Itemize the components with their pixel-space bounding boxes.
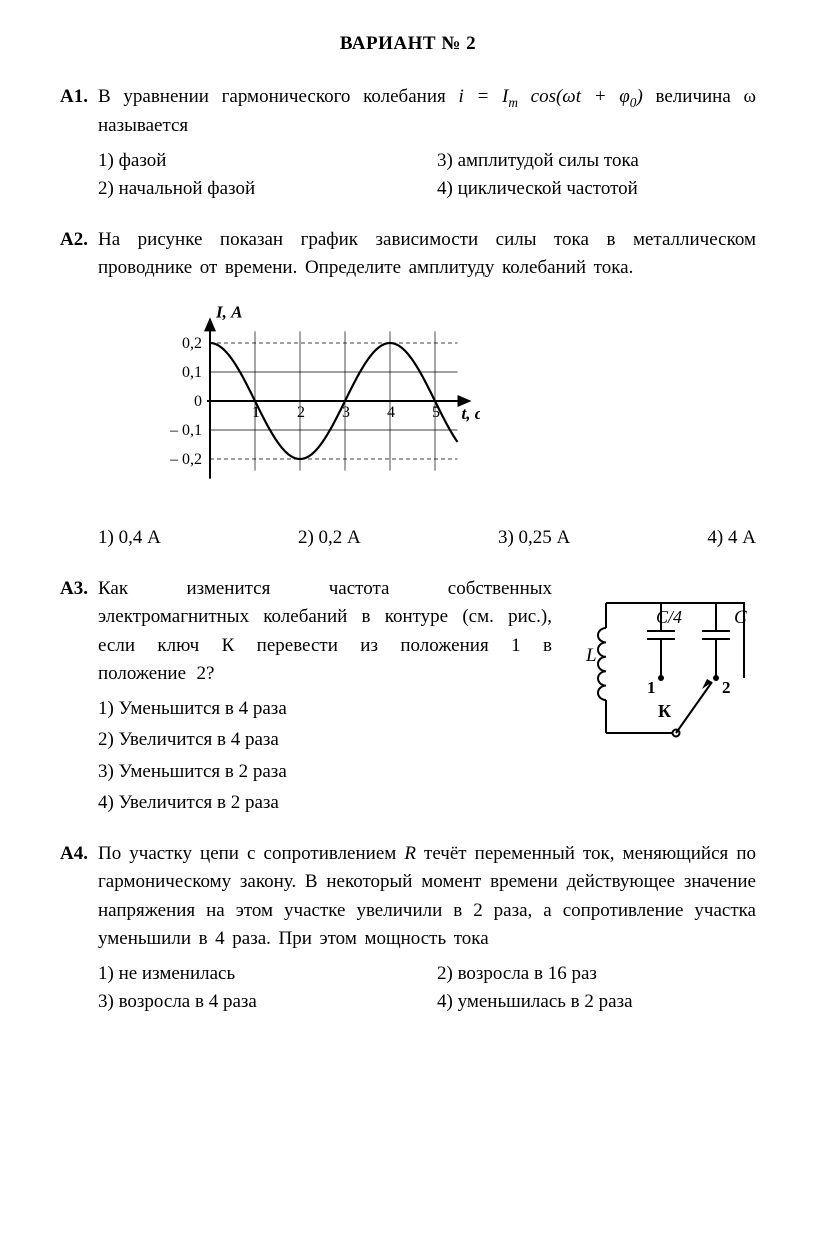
page-title: ВАРИАНТ № 2 (60, 30, 756, 59)
question-a1: А1. В уравнении гармонического колебания… (60, 83, 756, 204)
q3-num: А3. (60, 575, 98, 604)
svg-text:– 0,2: – 0,2 (169, 451, 202, 468)
q2-opt3: 3) 0,25 А (498, 524, 570, 553)
q1-opt2: 2) начальной фазой (98, 175, 417, 204)
svg-text:t, с: t, с (462, 404, 481, 423)
q4-opt3: 3) возросла в 4 раза (98, 988, 417, 1017)
svg-text:0,2: 0,2 (182, 335, 202, 352)
q2-opt4: 4) 4 А (707, 524, 756, 553)
q3-opt4: 4) Увеличится в 2 раза (98, 789, 552, 818)
svg-text:2: 2 (297, 404, 305, 421)
svg-text:1: 1 (647, 678, 656, 697)
q4-opt2: 2) возросла в 16 раз (437, 960, 756, 989)
q2-text: На рисунке показан график зависимости си… (98, 226, 756, 283)
q2-graph: 0,20,10– 0,1– 0,212345I, Аt, с (140, 301, 756, 511)
q1-opt4: 4) циклической частотой (437, 175, 756, 204)
svg-text:0: 0 (194, 393, 202, 410)
sine-graph: 0,20,10– 0,1– 0,212345I, Аt, с (140, 301, 480, 501)
q3-options: 1) Уменьшится в 4 раза 2) Увеличится в 4… (98, 695, 552, 818)
svg-text:I, А: I, А (215, 302, 242, 321)
svg-text:2: 2 (722, 678, 731, 697)
q3-opt2: 2) Увеличится в 4 раза (98, 726, 552, 755)
question-a3: А3. Как изменится частота собственных эл… (60, 575, 756, 818)
svg-text:К: К (658, 701, 671, 721)
q3-opt3: 3) Уменьшится в 2 раза (98, 758, 552, 787)
q2-opt2: 2) 0,2 А (298, 524, 361, 553)
q1-formula: i = Im cos(ωt + φ0) (458, 86, 642, 107)
q4-R: R (404, 843, 416, 864)
q4-num: А4. (60, 840, 98, 869)
q4-opt1: 1) не изменилась (98, 960, 417, 989)
svg-text:4: 4 (387, 404, 395, 421)
q1-opt3: 3) амплитудой силы тока (437, 147, 756, 176)
q2-options: 1) 0,4 А 2) 0,2 А 3) 0,25 А 4) 4 А (98, 524, 756, 553)
q4-text: По участку цепи с сопротивлением R течёт… (98, 840, 756, 954)
q2-opt1: 1) 0,4 А (98, 524, 161, 553)
q4-text-pre: По участку цепи с сопротивлением (98, 843, 404, 864)
q1-text-pre: В уравнении гармонического колебания (98, 86, 458, 107)
q4-options: 1) не изменилась 2) возросла в 16 раз 3)… (98, 960, 756, 1017)
q3-circuit: L C/4 1 C 2 К (566, 575, 756, 763)
q1-options: 1) фазой 3) амплитудой силы тока 2) нача… (98, 147, 756, 204)
svg-text:L: L (585, 645, 597, 666)
q1-text: В уравнении гармонического колебания i =… (98, 83, 756, 141)
q4-opt4: 4) уменьшилась в 2 раза (437, 988, 756, 1017)
question-a2: А2. На рисунке показан график зависимост… (60, 226, 756, 553)
svg-text:– 0,1: – 0,1 (169, 422, 202, 439)
svg-text:C/4: C/4 (656, 607, 682, 627)
q1-num: А1. (60, 83, 98, 112)
q3-text: Как изменится частота собственных электр… (98, 575, 552, 689)
q1-opt1: 1) фазой (98, 147, 417, 176)
question-a4: А4. По участку цепи с сопротивлением R т… (60, 840, 756, 1017)
svg-text:0,1: 0,1 (182, 364, 202, 381)
q3-opt1: 1) Уменьшится в 4 раза (98, 695, 552, 724)
circuit-diagram: L C/4 1 C 2 К (566, 583, 756, 753)
q2-num: А2. (60, 226, 98, 255)
svg-text:C: C (734, 607, 747, 628)
